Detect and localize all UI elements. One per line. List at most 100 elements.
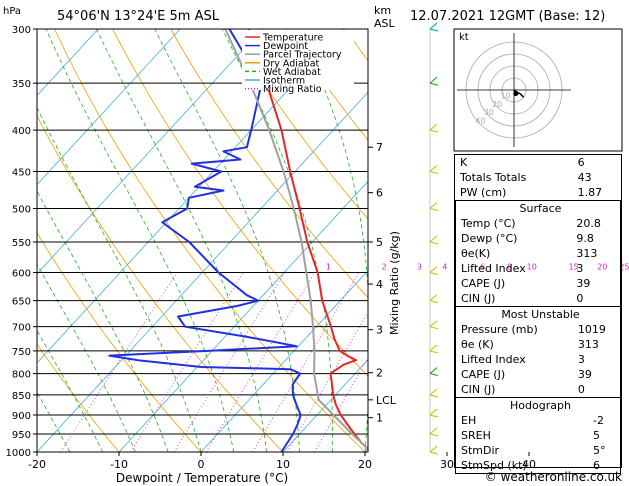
wind-barb [429, 326, 439, 330]
mu-row: CIN (J) 0 [456, 382, 620, 397]
surface-title: Surface [519, 202, 562, 215]
wind-barb [429, 300, 439, 304]
wind-barb [429, 123, 438, 131]
axes: 1 2 3 4 6 8 10 15 20 2530035040045050055060065070… [6, 25, 629, 471]
hodograph-table-title: Hodograph [510, 399, 571, 412]
surface-row: θe(K) 313 [456, 246, 620, 261]
surface-value: 20.8 [576, 217, 601, 230]
temperature-tick-label: -10 [110, 458, 128, 471]
hodo-value: 6 [592, 459, 600, 472]
pressure-tick-label: 900 [12, 411, 31, 422]
x-axis-label: Dewpoint / Temperature (°C) [116, 471, 288, 485]
hodograph-unit-label: kt [459, 32, 469, 43]
mu-value: 313 [577, 338, 599, 351]
km-tick-label: 3 [376, 324, 383, 337]
wind-barbs [429, 22, 439, 455]
pressure-tick-label: 650 [12, 297, 31, 308]
hodo-row: SREH 5 [456, 428, 620, 443]
pressure-tick-label: 800 [12, 370, 31, 381]
temperature-tick-label: 20 [358, 458, 372, 471]
hodo-value: -2 [592, 414, 604, 427]
hodo-label: EH [461, 414, 477, 427]
wet-adiabat-line [37, 391, 71, 452]
parcel-trajectory-line [224, 29, 368, 451]
km-tick-label: 5 [376, 236, 383, 249]
km-tick-label: LCL [376, 394, 397, 407]
temperature-line [248, 29, 368, 451]
temperature-tick-label: 10 [276, 458, 290, 471]
height-unit-km: km [374, 4, 391, 17]
wind-barb [429, 320, 438, 328]
legend-label: Dry Adiabat [263, 58, 320, 69]
location-title: 54°06'N 13°24'E 5m ASL [57, 9, 220, 24]
surface-row: CAPE (J) 39 [456, 276, 620, 291]
sounding-series [108, 29, 368, 452]
index-value: 43 [577, 171, 592, 184]
surface-row: Dewp (°C) 9.8 [456, 231, 620, 246]
wind-barb [429, 76, 438, 84]
wet-adiabat-line [37, 106, 202, 452]
legend-label: Mixing Ratio [263, 84, 322, 95]
temperature-tick-label: -20 [28, 458, 46, 471]
mu-label: Lifted Index [461, 353, 526, 366]
mu-label: Pressure (mb) [461, 323, 538, 336]
mu-value: 39 [577, 368, 592, 381]
km-tick-label: 4 [376, 278, 383, 291]
isotherm-line [282, 359, 368, 452]
mixing-ratio-line [205, 272, 316, 452]
hodo-label: StmDir [461, 444, 500, 457]
dry-adiabat-line [37, 343, 120, 452]
pressure-tick-label: 400 [12, 126, 31, 137]
wind-barb [429, 408, 438, 416]
mu-row: Lifted Index 3 [456, 352, 620, 367]
storm-motion-marker [513, 91, 519, 97]
mixing-ratio-label: 4 [442, 263, 447, 272]
wind-barb [429, 350, 439, 354]
hodo-label: StmSpd (kt) [461, 459, 527, 472]
mu-value: 0 [577, 383, 585, 396]
wind-barb [429, 241, 439, 245]
wind-barb [429, 414, 439, 418]
pressure-unit: hPa [3, 6, 21, 17]
wind-barb [429, 207, 439, 212]
isotherm-line [37, 29, 181, 186]
index-label: K [460, 156, 468, 169]
km-axis: 7 6 5 4 3 2 LCL 1 [367, 29, 397, 452]
index-value: 1.87 [577, 186, 603, 199]
datetime-title: 12.07.2021 12GMT (Base: 12) [410, 9, 605, 24]
pressure-tick-label: 750 [12, 347, 31, 358]
surface-value: 9.8 [576, 232, 594, 245]
index-value: 6 [577, 156, 585, 169]
mixing-ratio-line [252, 272, 360, 452]
wind-barb [429, 82, 439, 86]
km-tick-label: 6 [376, 187, 383, 200]
pressure-tick-label: 550 [12, 238, 31, 249]
pressure-tick-label: 500 [12, 204, 31, 215]
index-row-pw: PW (cm) 1.87 [455, 185, 621, 200]
surface-row: Temp (°C) 20.8 [456, 216, 620, 231]
mixing-ratio-label: 15 [568, 263, 578, 272]
mixing-ratio-label: 10 [527, 263, 537, 272]
hodo-row: StmDir 5° [456, 443, 620, 458]
wind-barb [429, 427, 438, 435]
mixing-ratio-label: 8 [507, 263, 512, 272]
dry-adiabat-line [170, 29, 368, 299]
hodo-value: 5 [592, 429, 600, 442]
hodograph-table-section: Hodograph EH -2 SREH 5 StmDir 5° StmSpd (kt… [455, 398, 621, 474]
isotherm-line [37, 29, 263, 275]
temperature-tick-label: 0 [198, 458, 205, 471]
wind-barb [429, 451, 439, 455]
surface-value: 39 [576, 277, 591, 290]
pressure-tick-label: 700 [12, 323, 31, 334]
wet-adiabat-line [45, 29, 235, 452]
mu-label: CAPE (J) [461, 368, 506, 381]
wind-barb [429, 266, 438, 273]
wind-barb [429, 202, 438, 209]
surface-label: Dewp (°C) [461, 232, 518, 245]
wind-barb [429, 28, 439, 32]
